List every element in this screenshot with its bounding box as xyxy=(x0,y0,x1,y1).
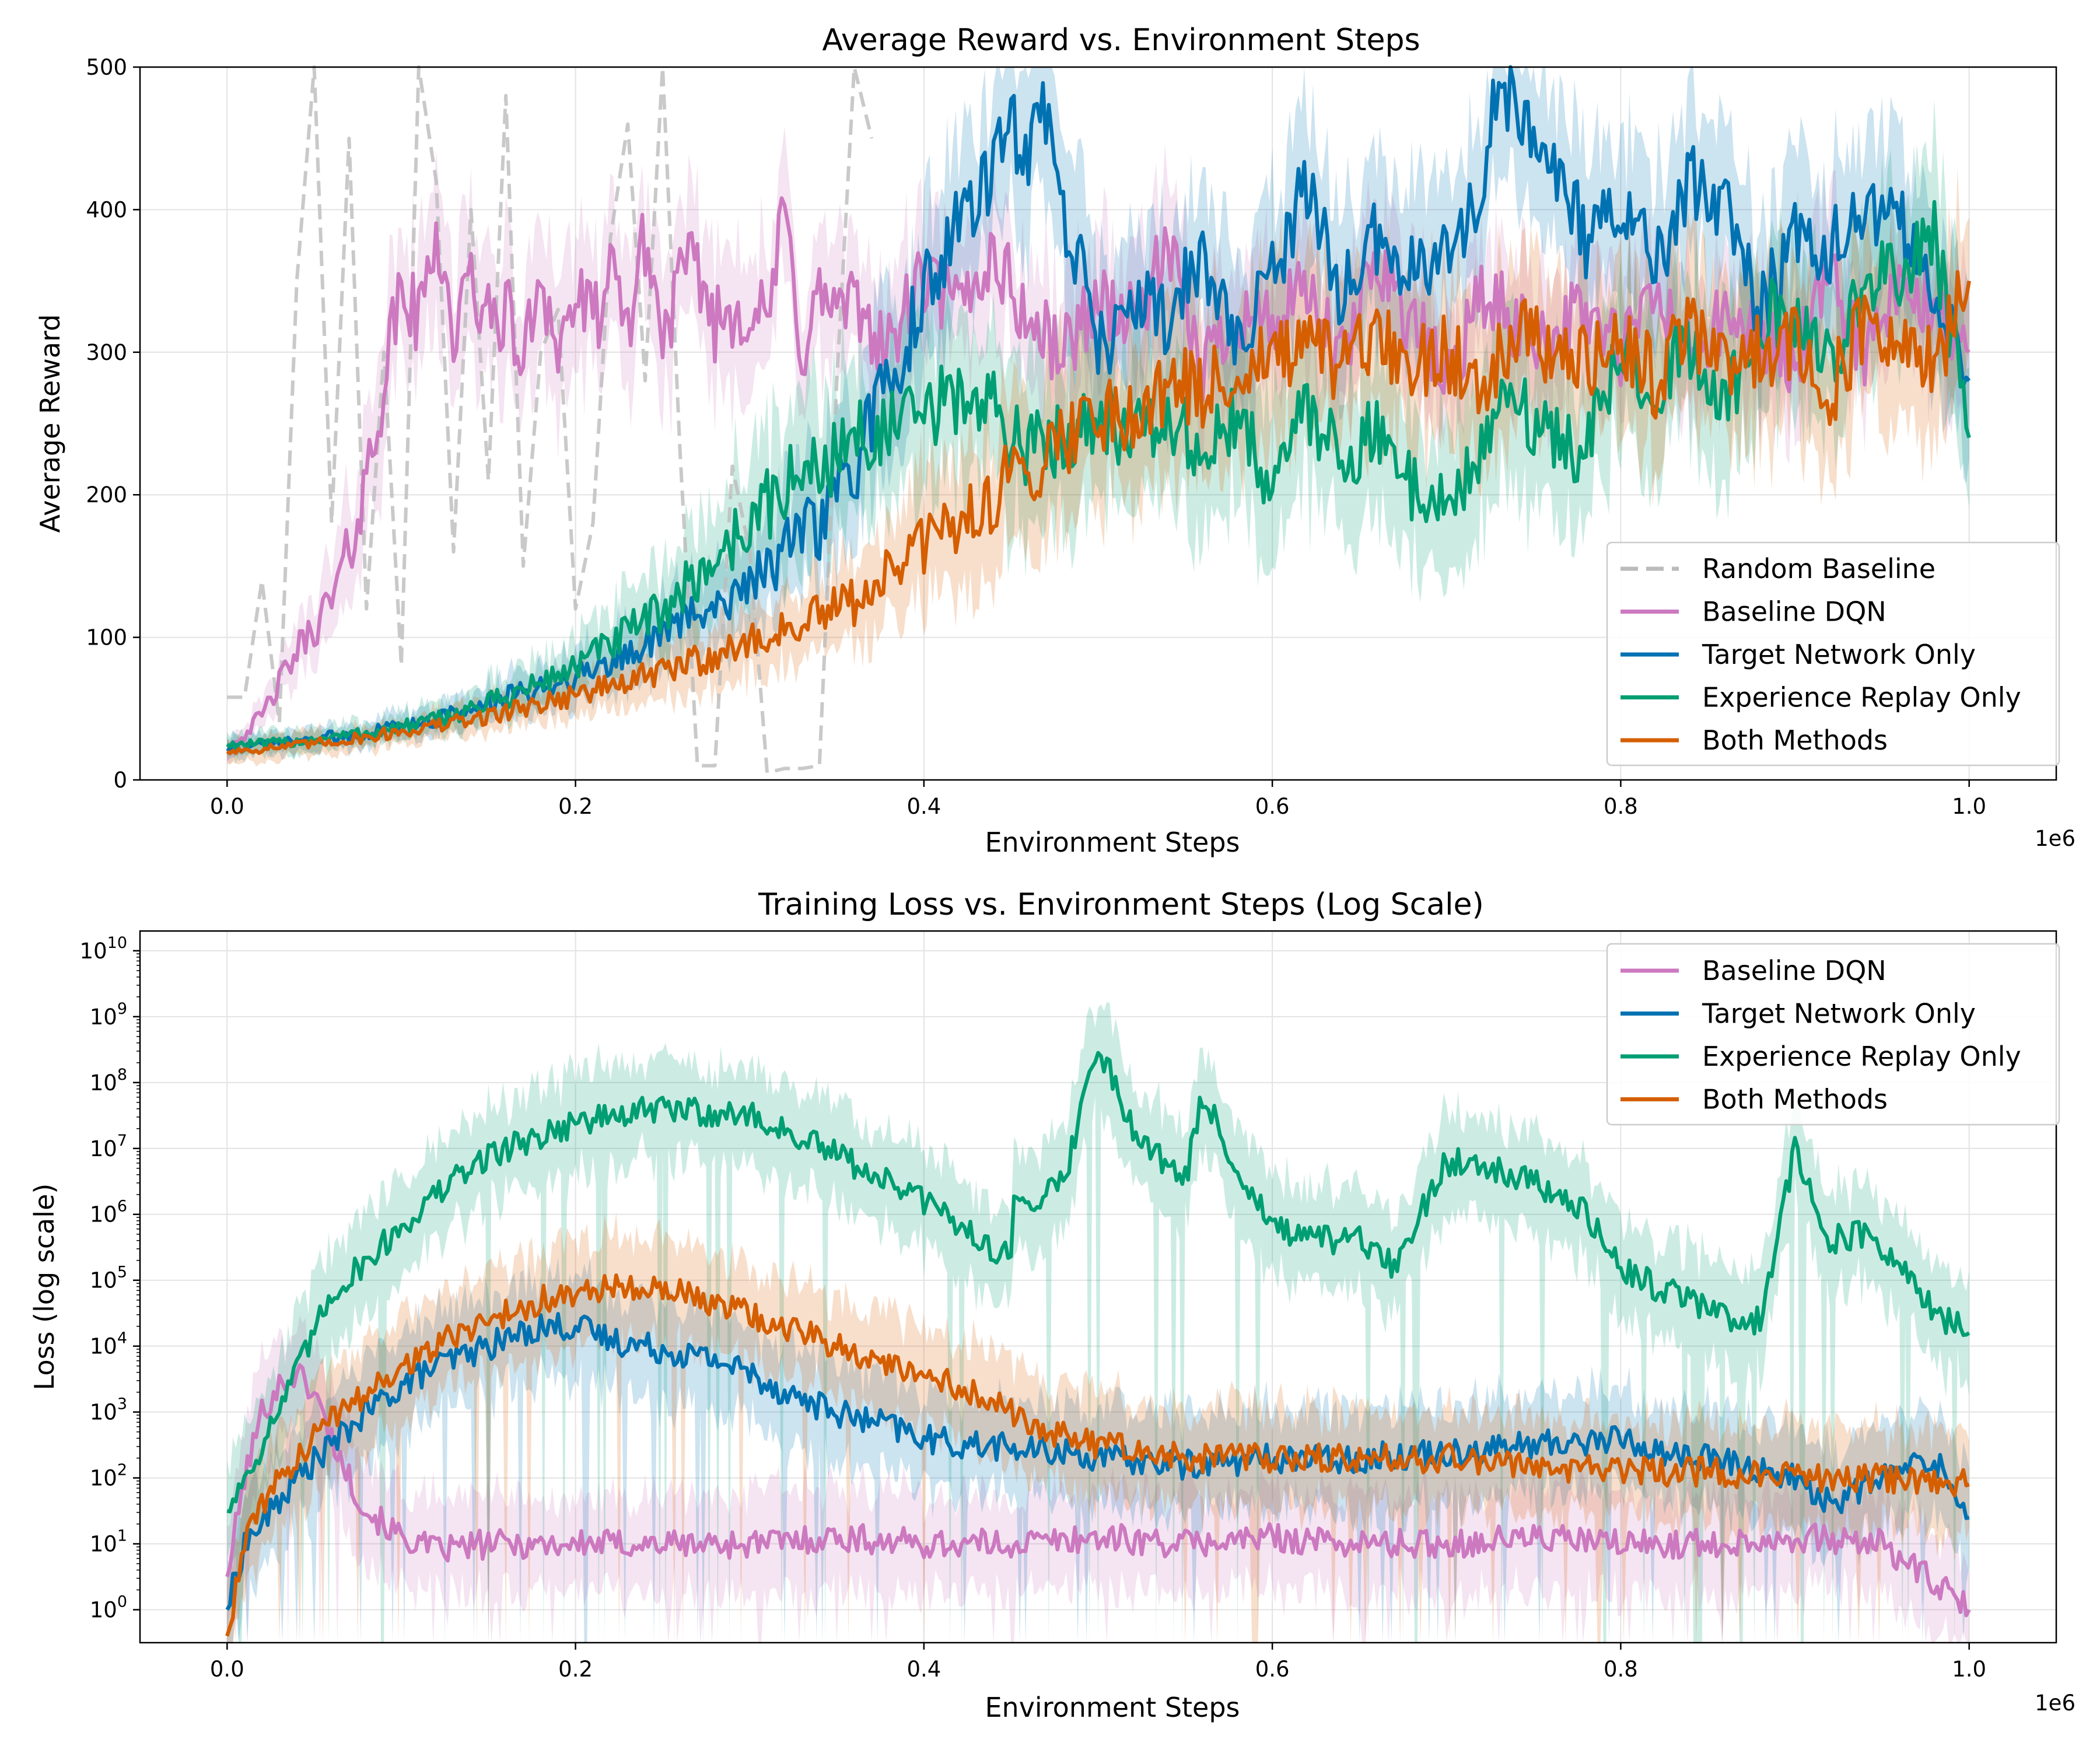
legend-label-both-methods: Both Methods xyxy=(1702,1084,1888,1115)
legend-label-baseline-dqn: Baseline DQN xyxy=(1702,596,1887,628)
random-baseline-line xyxy=(227,65,874,775)
x-tick-label: 1.0 xyxy=(1952,1657,1986,1682)
reward-chart-frame xyxy=(139,66,2057,781)
x-tick-label: 0.4 xyxy=(907,1657,941,1682)
reward-chart-yticks: 0 100 200 300 400 500 xyxy=(86,55,140,793)
y-tick-label: 1010 xyxy=(80,934,127,964)
reward-legend-frame xyxy=(1606,541,2060,766)
y-tick-label: 101 xyxy=(90,1527,127,1557)
y-tick-label: 100 xyxy=(86,625,127,650)
reward-chart-legend: Random Baseline Baseline DQN Target Networ… xyxy=(1606,541,2060,766)
reward-chart-ylabel: Average Reward xyxy=(34,314,66,533)
loss-chart-title: Training Loss vs. Environment Steps (Log… xyxy=(758,887,1484,922)
legend-label-both-methods: Both Methods xyxy=(1702,724,1888,756)
y-tick-label: 108 xyxy=(90,1066,127,1096)
y-tick-label: 200 xyxy=(86,482,127,508)
reward-chart-x-offset: 1e6 xyxy=(2035,826,2076,851)
loss-chart: Training Loss vs. Environment Steps (Log… xyxy=(29,887,2076,1723)
x-tick-label: 0.2 xyxy=(558,1657,593,1682)
x-tick-label: 0.0 xyxy=(210,794,244,819)
reward-chart-xticks: 0.0 0.2 0.4 0.6 0.8 1.0 xyxy=(210,780,1986,819)
experience-replay-only-line xyxy=(226,1051,1971,1514)
x-tick-label: 0.6 xyxy=(1255,1657,1290,1682)
legend-label-experience-replay-only: Experience Replay Only xyxy=(1702,682,2021,713)
y-tick-label: 0 xyxy=(113,768,127,793)
both-methods-line xyxy=(226,270,1971,755)
baseline-dqn-line xyxy=(225,1363,1971,1618)
legend-label-baseline-dqn: Baseline DQN xyxy=(1702,955,1887,986)
target-network-only-line xyxy=(226,65,1971,754)
reward-chart-xlabel: Environment Steps xyxy=(985,827,1240,858)
x-tick-label: 0.2 xyxy=(558,794,593,819)
legend-label-experience-replay-only: Experience Replay Only xyxy=(1702,1041,2021,1072)
y-tick-label: 102 xyxy=(90,1461,127,1491)
y-tick-label: 105 xyxy=(90,1264,127,1293)
y-tick-label: 104 xyxy=(90,1329,127,1359)
target-network-only-line xyxy=(225,1312,1970,1611)
y-tick-label: 107 xyxy=(90,1132,127,1161)
experience-replay-only-band xyxy=(227,1002,1969,1643)
both-methods-line xyxy=(225,1273,1970,1637)
y-tick-label: 100 xyxy=(90,1593,127,1623)
reward-chart: Average Reward vs. Environment Steps 0.0… xyxy=(34,23,2076,858)
y-tick-label: 500 xyxy=(86,55,127,80)
x-tick-label: 0.4 xyxy=(907,794,941,819)
baseline-dqn-band xyxy=(227,126,1969,764)
y-tick-label: 300 xyxy=(86,340,127,365)
both-methods-band xyxy=(227,166,1969,766)
loss-chart-lines xyxy=(225,1051,1971,1637)
both-methods-band xyxy=(227,1212,1969,1643)
legend-label-target-network-only: Target Network Only xyxy=(1702,998,1976,1030)
legend-label-target-network-only: Target Network Only xyxy=(1702,639,1976,670)
loss-legend-frame xyxy=(1606,943,2060,1126)
x-tick-label: 0.0 xyxy=(210,1657,244,1682)
loss-chart-xlabel: Environment Steps xyxy=(985,1692,1240,1723)
reward-chart-title: Average Reward vs. Environment Steps xyxy=(822,23,1420,58)
loss-chart-yticks: 100 101 102 103 104 105 106 107 108 109 1010 xyxy=(80,934,140,1623)
x-tick-label: 0.8 xyxy=(1604,1657,1638,1682)
loss-chart-legend: Baseline DQN Target Network Only Experienc… xyxy=(1606,943,2060,1126)
legend-label-random-baseline: Random Baseline xyxy=(1702,553,1936,584)
baseline-dqn-band xyxy=(227,1314,1969,1643)
y-tick-label: 400 xyxy=(86,197,127,222)
loss-chart-x-offset: 1e6 xyxy=(2035,1690,2076,1716)
x-tick-label: 0.6 xyxy=(1255,794,1290,819)
x-tick-label: 0.8 xyxy=(1604,794,1638,819)
x-tick-label: 1.0 xyxy=(1952,794,1986,819)
loss-chart-ylabel: Loss (log scale) xyxy=(29,1184,60,1391)
y-tick-label: 109 xyxy=(90,1000,127,1030)
reward-chart-lines xyxy=(226,65,1971,775)
loss-chart-xticks: 0.0 0.2 0.4 0.6 0.8 1.0 xyxy=(210,1643,1986,1682)
y-tick-label: 106 xyxy=(90,1198,127,1227)
y-tick-label: 103 xyxy=(90,1395,127,1425)
